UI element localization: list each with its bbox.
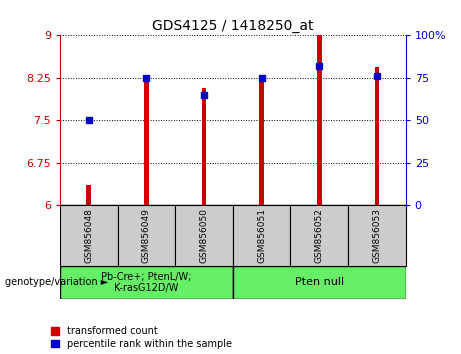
Legend: transformed count, percentile rank within the sample: transformed count, percentile rank withi… (51, 326, 231, 349)
Text: GSM856048: GSM856048 (84, 208, 93, 263)
Bar (144, 77, 148, 205)
Title: GDS4125 / 1418250_at: GDS4125 / 1418250_at (152, 19, 313, 33)
Bar (118, 205, 175, 266)
Text: GSM856053: GSM856053 (372, 208, 381, 263)
Bar (259, 76, 264, 205)
Text: GSM856050: GSM856050 (200, 208, 208, 263)
Bar (233, 266, 406, 299)
Text: GSM856052: GSM856052 (315, 208, 324, 263)
Bar (317, 35, 321, 205)
Text: Pb-Cre+; PtenL/W;
K-rasG12D/W: Pb-Cre+; PtenL/W; K-rasG12D/W (101, 272, 192, 293)
Bar (348, 205, 406, 266)
Bar (175, 205, 233, 266)
Text: GSM856051: GSM856051 (257, 208, 266, 263)
Bar (60, 205, 118, 266)
Bar (290, 205, 348, 266)
Bar (86, 185, 91, 205)
Text: genotype/variation ►: genotype/variation ► (5, 277, 108, 287)
Bar (233, 205, 290, 266)
Bar (201, 87, 206, 205)
Text: GSM856049: GSM856049 (142, 208, 151, 263)
Bar (60, 266, 233, 299)
Bar (374, 67, 379, 205)
Text: Pten null: Pten null (295, 277, 344, 287)
